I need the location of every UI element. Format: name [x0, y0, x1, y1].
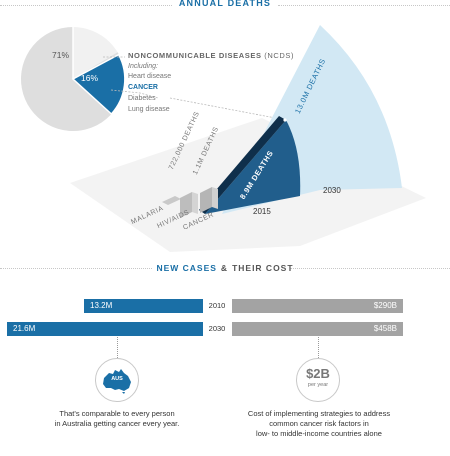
hiv-bar-front [180, 192, 192, 218]
ncd-item-lung: Lung disease [128, 106, 170, 113]
section-rule-left [0, 268, 152, 269]
left-caption-line-2: in Australia getting cancer every year. [54, 419, 180, 428]
cost-2010-value: $290B [373, 301, 397, 310]
cost-bar-2010: $290B [232, 299, 403, 313]
year-2030: 2030 [208, 324, 226, 333]
left-caption-line-1: That's comparable to every person [59, 409, 175, 418]
ncd-percentage: 71% [52, 50, 70, 60]
annual-deaths-title: ANNUAL DEATHS [178, 0, 272, 8]
new-cases-title: NEW CASES & THEIR COST [0, 263, 450, 273]
cost-circle [296, 358, 340, 402]
aus-badge: AUS [111, 376, 123, 382]
right-caption-line-3: low- to middle-income countries alone [256, 429, 382, 438]
cases-2010-value: 13.2M [90, 301, 113, 310]
cancer-to-chart-connector [169, 97, 287, 121]
australia-map-icon [103, 369, 131, 394]
year-2010: 2010 [208, 301, 226, 310]
ncd-heading-text: NONCOMMUNICABLE DISEASES [128, 51, 262, 60]
header-rule-left [0, 5, 172, 6]
pie-cancer-slice [71, 53, 126, 116]
cancer-connector [110, 89, 159, 99]
cases-bar-2010: 13.2M [84, 299, 203, 313]
ncd-item-heart: Heart disease [128, 73, 172, 80]
cancer-bar-side [212, 187, 218, 209]
ampersand: & [220, 263, 229, 273]
cost-amount: $2B [306, 366, 330, 381]
ncd-item-diabetes: Diabetes [128, 95, 156, 102]
right-callout-line [318, 337, 319, 358]
cancer-bar-front [200, 187, 212, 213]
right-caption-line-1: Cost of implementing strategies to addre… [247, 409, 391, 418]
cases-bar-2030: 21.6M [7, 322, 203, 336]
ncd-item-cancer: CANCER [128, 84, 158, 91]
ncd-including-label: Including: [128, 63, 158, 70]
new-cases-label: NEW CASES [156, 263, 217, 273]
cases-2030-value: 21.6M [13, 324, 36, 333]
cancer-percentage: 16% [81, 73, 99, 83]
section-rule-right [290, 268, 450, 269]
wedge-2015 [205, 120, 301, 214]
left-caption: That's comparable to every person in Aus… [17, 409, 217, 429]
cost-2030-value: $458B [373, 324, 397, 333]
wedge-2015-edge [199, 116, 286, 214]
year-2015-label: 2015 [253, 207, 271, 216]
ncd-heading-abbr: (NCDs) [264, 51, 295, 60]
right-caption: Cost of implementing strategies to addre… [228, 409, 410, 439]
header-rule-right [278, 5, 450, 6]
their-cost-label: THEIR COST [232, 263, 294, 273]
wedge-tip-dot [283, 118, 287, 122]
left-callout-line [117, 337, 118, 358]
cost-bar-2030: $458B [232, 322, 403, 336]
right-caption-line-2: common cancer risk factors in [269, 419, 369, 428]
hiv-bar-side [192, 192, 198, 214]
malaria-bar [162, 196, 181, 205]
deaths-illustration [21, 25, 426, 252]
cost-period: per year [307, 382, 329, 388]
year-2030-label: 2030 [323, 186, 341, 195]
ncd-heading: NONCOMMUNICABLE DISEASES (NCDs) [128, 51, 294, 60]
